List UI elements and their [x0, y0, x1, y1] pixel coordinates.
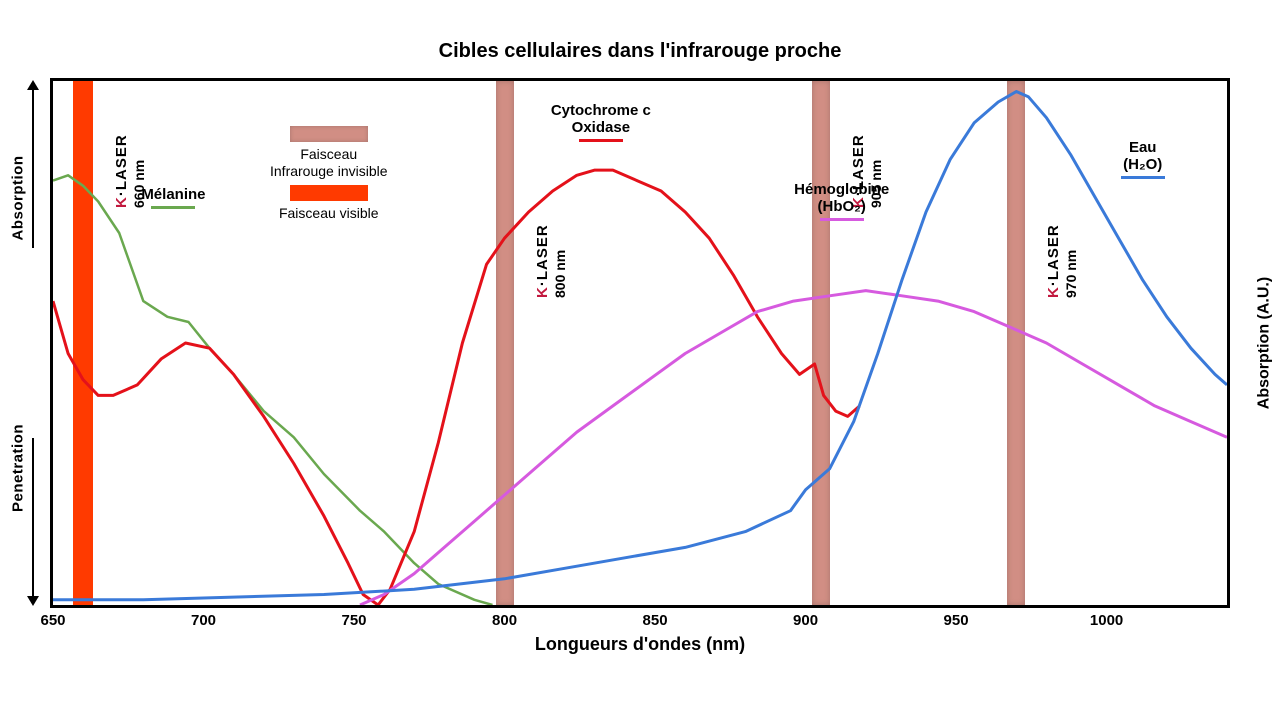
- y-right-label: Absorption (A.U.): [1255, 277, 1273, 409]
- x-axis-label: Longueurs d'ondes (nm): [50, 634, 1230, 655]
- y-left-label-absorption: Absorption: [10, 156, 27, 241]
- y-left-arrow-up: [32, 88, 34, 248]
- curve-label-eau-h-o-: Eau(H₂O): [1083, 139, 1203, 180]
- plot-area: Absorption Penetration Absorption (A.U.)…: [50, 78, 1230, 608]
- curve-m-lanine: [53, 175, 493, 605]
- curve-label-h-moglobine-hbo-: Hémoglobine(HbO₂): [782, 181, 902, 222]
- x-tick: 950: [944, 612, 969, 629]
- x-tick: 900: [793, 612, 818, 629]
- curve-svg: [53, 81, 1227, 605]
- x-tick: 650: [40, 612, 65, 629]
- curve-h-moglobine-hbo-: [360, 291, 1227, 605]
- curve-label-m-lanine: Mélanine: [113, 186, 233, 209]
- x-tick: 700: [191, 612, 216, 629]
- curve-cytochrome-c-oxidase: [53, 170, 860, 605]
- x-tick: 800: [492, 612, 517, 629]
- x-tick: 850: [643, 612, 668, 629]
- x-tick: 750: [342, 612, 367, 629]
- chart-title: Cibles cellulaires dans l'infrarouge pro…: [0, 40, 1280, 63]
- x-tick: 1000: [1090, 612, 1123, 629]
- y-left-arrow-down: [32, 438, 34, 598]
- y-left-label-penetration: Penetration: [10, 424, 27, 512]
- curve-label-cytochrome-c-oxidase: Cytochrome cOxidase: [541, 102, 661, 143]
